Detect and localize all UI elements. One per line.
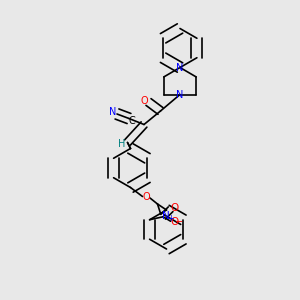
Text: N: N [162,211,170,221]
Text: C: C [128,116,135,126]
Text: N: N [176,89,184,100]
Text: O: O [140,95,148,106]
Text: N: N [109,106,116,117]
Text: N: N [176,62,184,73]
Text: −: − [175,217,183,227]
Text: O: O [170,203,178,213]
Text: +: + [167,214,174,223]
Text: H: H [118,139,125,149]
Text: O: O [170,217,178,227]
Text: O: O [142,192,150,203]
